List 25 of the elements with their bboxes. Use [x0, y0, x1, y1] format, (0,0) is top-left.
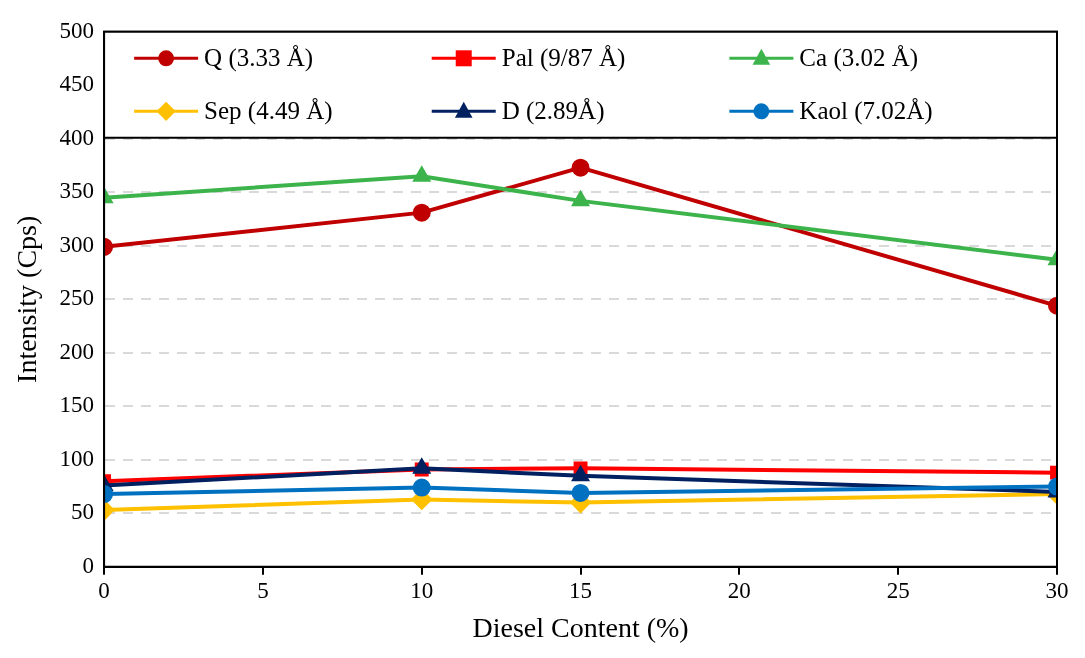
y-tick-label: 450	[59, 71, 95, 97]
x-tick-label: 25	[886, 577, 910, 603]
legend-label: Pal (9/87 Å)	[501, 43, 626, 72]
legend-label: D (2.89Å)	[501, 96, 605, 125]
x-axis-title: Diesel Content (%)	[472, 611, 689, 643]
y-tick-label: 400	[59, 124, 95, 150]
x-tick-label: 5	[257, 577, 269, 603]
y-tick-label: 100	[59, 445, 95, 471]
x-tick-label: 10	[410, 577, 434, 603]
y-tick-label: 50	[71, 499, 95, 525]
legend-label: Q (3.33 Å)	[204, 43, 314, 72]
y-tick-label: 350	[59, 178, 95, 204]
y-axis-title: Intensity (Cps)	[11, 215, 43, 383]
legend-label: Sep (4.49 Å)	[204, 96, 333, 125]
x-tick-label: 15	[569, 577, 593, 603]
y-tick-label: 200	[59, 338, 95, 364]
y-tick-label: 500	[59, 17, 95, 43]
y-tick-label: 250	[59, 285, 95, 311]
y-tick-label: 0	[82, 552, 95, 578]
legend-label: Kaol (7.02Å)	[799, 96, 933, 125]
x-tick-label: 20	[727, 577, 751, 603]
y-tick-label: 300	[59, 231, 95, 257]
legend-label: Ca (3.02 Å)	[799, 43, 919, 72]
y-tick-label: 150	[59, 392, 95, 418]
x-tick-label: 30	[1045, 577, 1069, 603]
